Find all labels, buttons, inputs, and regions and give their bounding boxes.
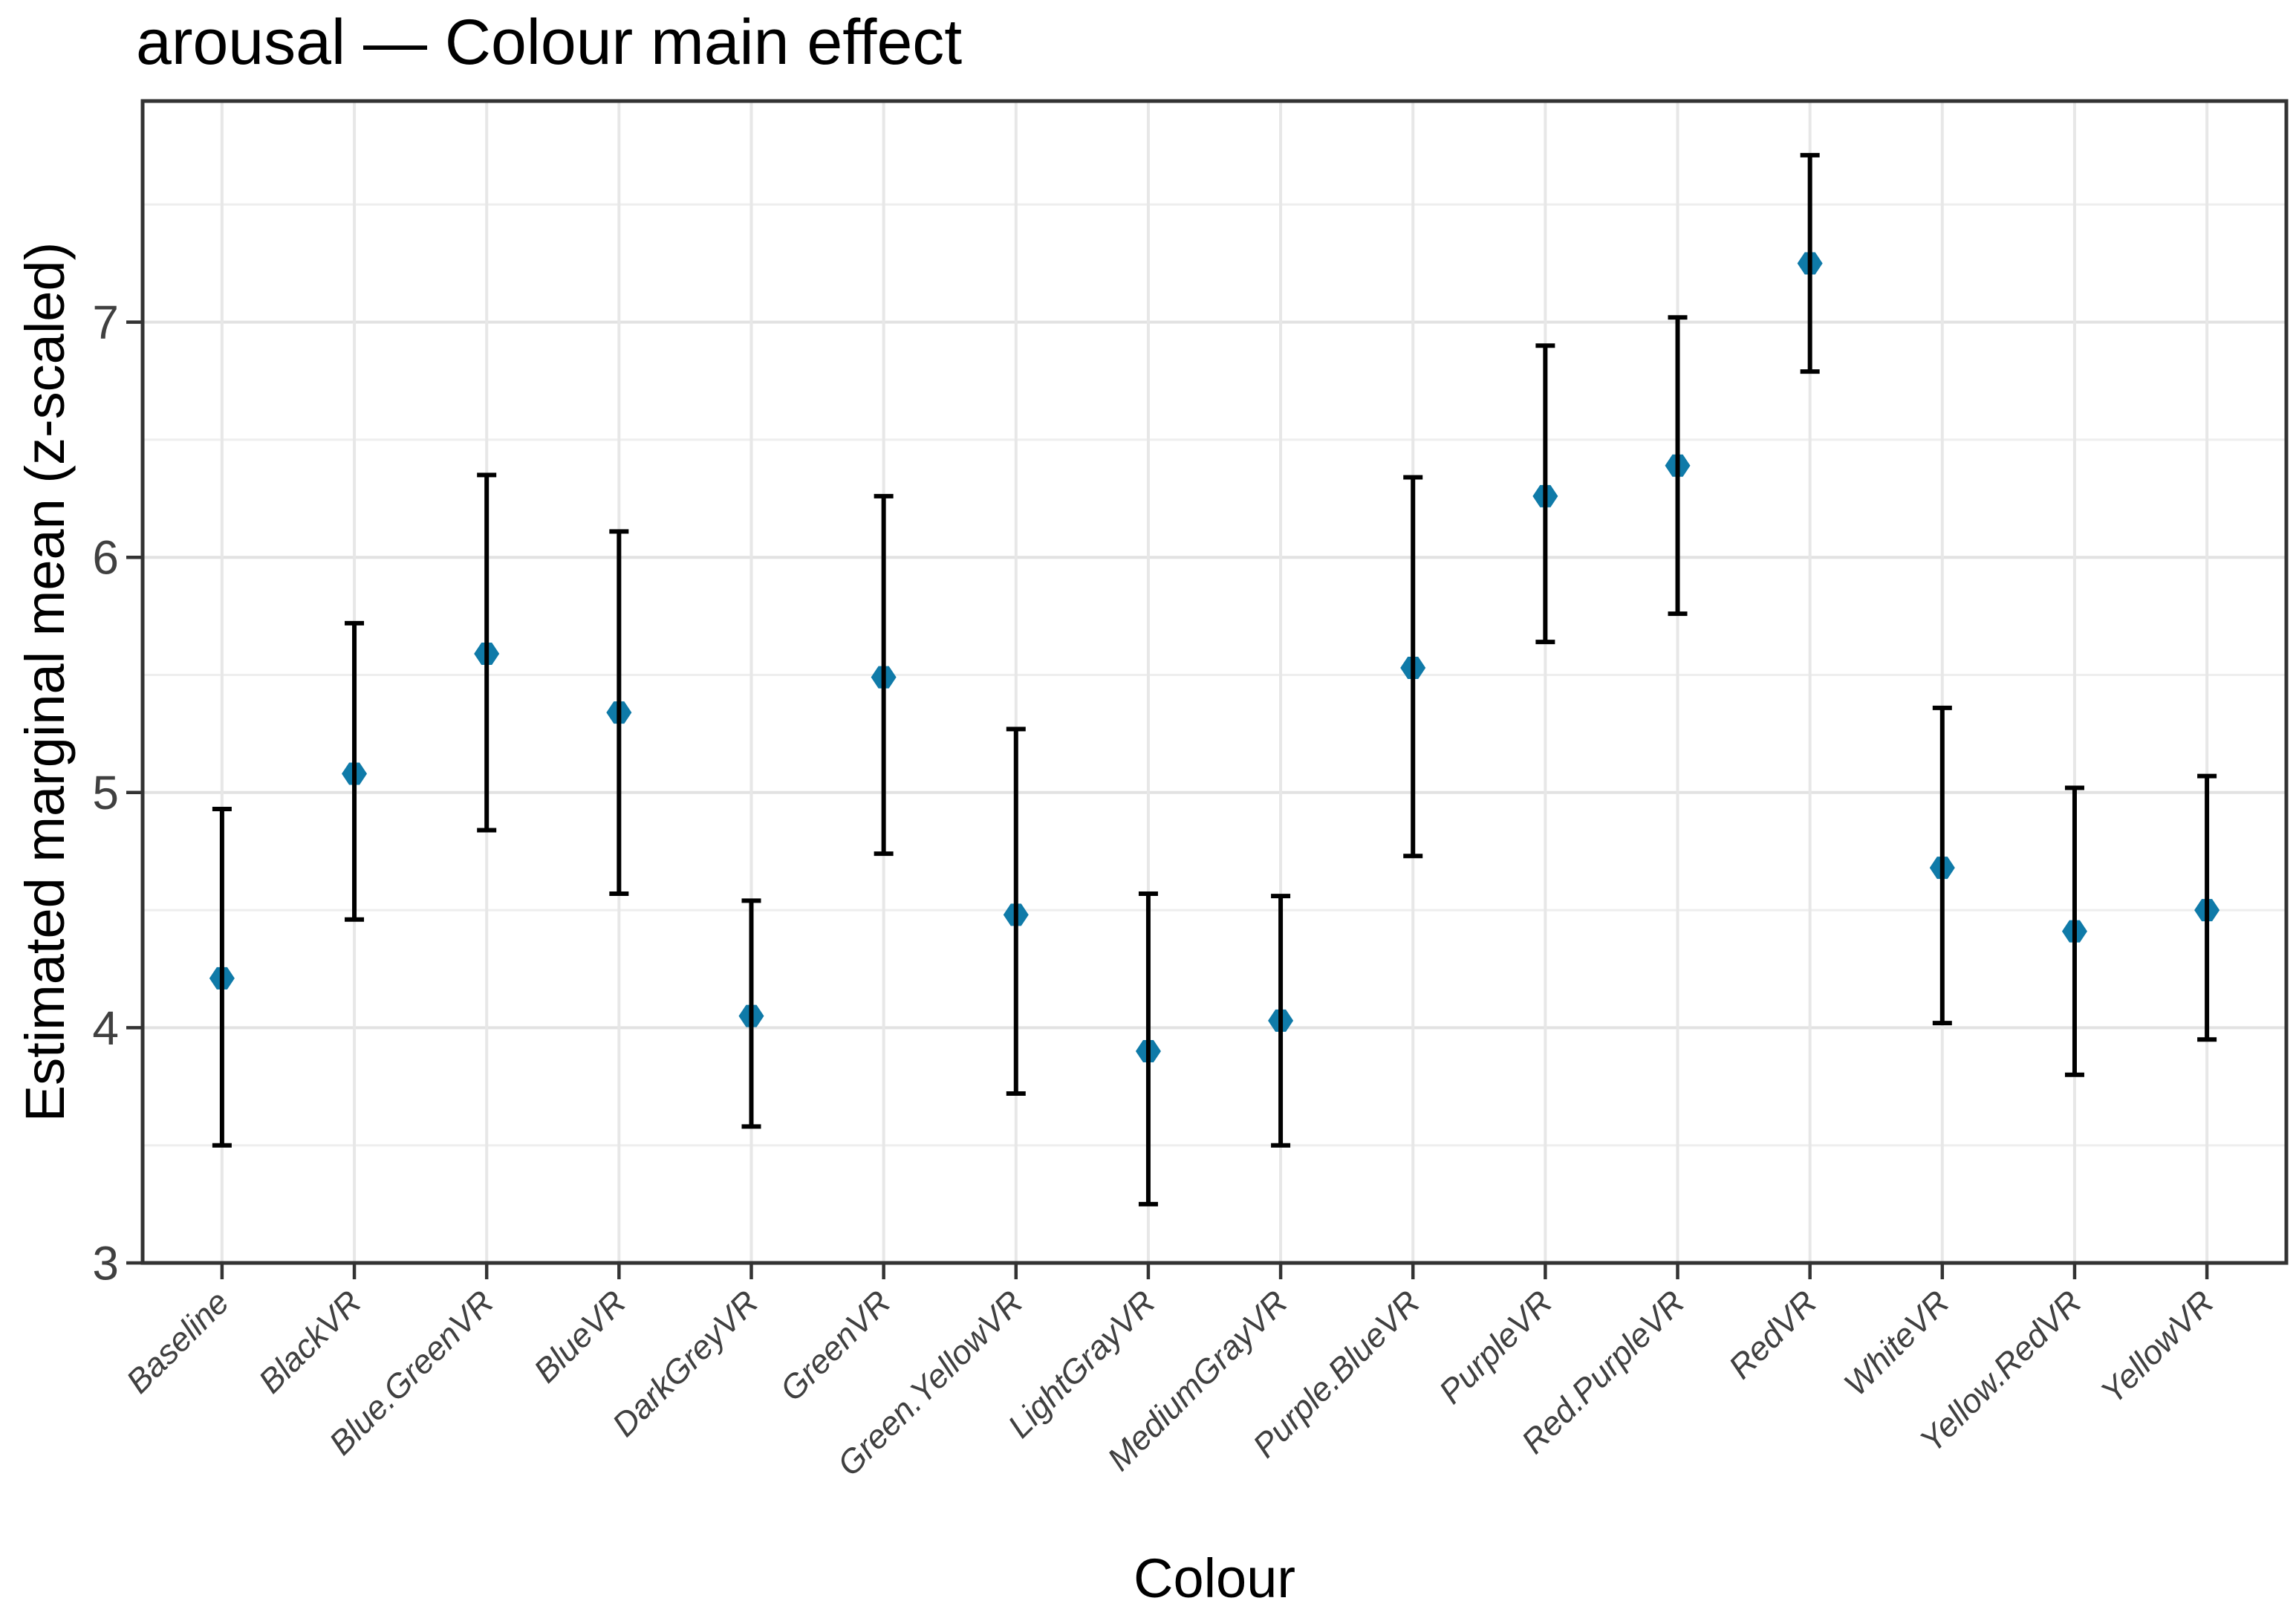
error-bar xyxy=(1006,727,1026,1097)
x-tick-label: GreenVR xyxy=(773,1283,898,1409)
x-tick-label: Baseline xyxy=(119,1283,236,1400)
pointrange-RedVR xyxy=(1797,152,1823,374)
gridlines-minor xyxy=(143,203,2286,1147)
pointrange-Blue.GreenVR xyxy=(474,472,500,833)
error-bar xyxy=(212,806,232,1148)
error-bar xyxy=(1800,152,1820,374)
pointrange-series xyxy=(209,152,2220,1206)
gridlines-major xyxy=(143,320,2286,1264)
x-axis-title: Colour xyxy=(1134,1547,1295,1609)
error-bar xyxy=(1668,315,1688,617)
error-bar xyxy=(1271,894,1291,1148)
x-tick-label: RedVR xyxy=(1721,1283,1824,1386)
error-bar xyxy=(1535,343,1555,645)
pointrange-MediumGrayVR xyxy=(1268,894,1294,1148)
pointrange-GreenVR xyxy=(871,493,897,857)
y-axis-title: Estimated marginal mean (z-scaled) xyxy=(14,242,76,1122)
axis-ticks xyxy=(126,320,2209,1279)
error-bar xyxy=(1138,891,1158,1206)
pointrange-Baseline xyxy=(209,806,235,1148)
error-bar xyxy=(741,898,761,1129)
error-bar xyxy=(345,620,365,922)
pointrange-Red.PurpleVR xyxy=(1665,315,1691,617)
pointrange-LightGrayVR xyxy=(1135,891,1161,1206)
error-bar xyxy=(2064,785,2084,1077)
x-tick-label: WhiteVR xyxy=(1836,1283,1957,1403)
gridlines-category xyxy=(220,101,2209,1263)
x-tick-label: YellowVR xyxy=(2093,1283,2221,1411)
y-tick-label: 4 xyxy=(92,1001,119,1055)
figure-title: arousal — Colour main effect xyxy=(136,7,962,78)
x-tick-label: BlueVR xyxy=(526,1283,633,1390)
y-tick-label: 5 xyxy=(92,766,119,819)
error-bar xyxy=(1403,475,1423,859)
y-tick-label: 7 xyxy=(92,296,119,349)
error-bar xyxy=(477,472,497,833)
y-tick-label: 3 xyxy=(92,1236,119,1290)
pointrange-YellowVR xyxy=(2194,773,2220,1042)
error-bar xyxy=(2197,773,2217,1042)
pointrange-WhiteVR xyxy=(1929,705,1955,1026)
x-tick-label: PurpleVR xyxy=(1431,1283,1559,1411)
pointrange-DarkGreyVR xyxy=(738,898,764,1129)
y-tick-label: 6 xyxy=(92,531,119,585)
error-bar xyxy=(1932,705,1952,1026)
x-tick-label: BlackVR xyxy=(251,1283,368,1400)
pointrange-PurpleVR xyxy=(1532,343,1558,645)
pointrange-Yellow.RedVR xyxy=(2061,785,2087,1077)
error-bar xyxy=(609,529,629,896)
pointrange-Purple.BlueVR xyxy=(1400,475,1426,859)
pointrange-BlueVR xyxy=(606,529,632,896)
pointrange-Green.YellowVR xyxy=(1003,727,1029,1097)
pointrange-BlackVR xyxy=(342,620,368,922)
panel-border xyxy=(140,99,2289,1265)
error-bar xyxy=(874,493,894,857)
